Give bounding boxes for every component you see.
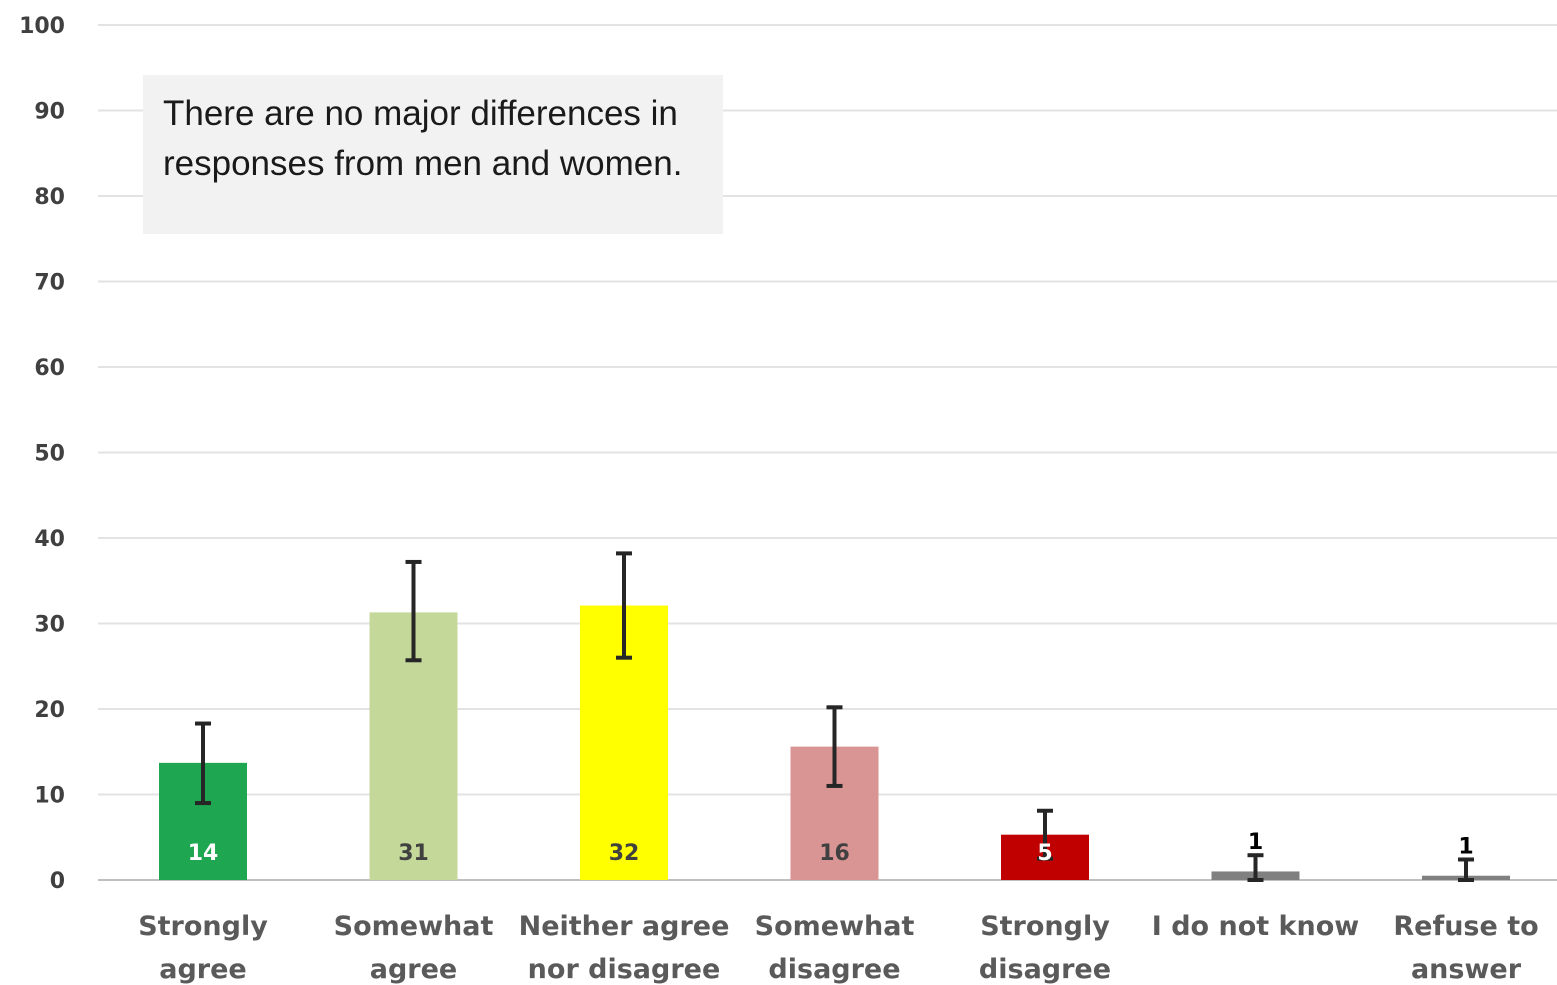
x-tick-label-line: I do not know bbox=[1152, 911, 1359, 942]
y-tick-label: 90 bbox=[34, 100, 65, 125]
x-tick-label-line: answer bbox=[1411, 954, 1522, 985]
data-label: 1 bbox=[1248, 830, 1263, 855]
x-tick-label: Somewhat agree bbox=[334, 911, 494, 985]
data-label: 5 bbox=[1037, 841, 1052, 866]
data-label: 32 bbox=[609, 841, 640, 866]
x-tick-label: Somewhat disagree bbox=[755, 911, 915, 985]
x-tick-label-line: nor disagree bbox=[528, 954, 721, 985]
x-tick-label-line: Strongly bbox=[138, 911, 268, 942]
data-label: 31 bbox=[398, 841, 429, 866]
y-tick-label: 0 bbox=[50, 869, 65, 894]
data-label: 14 bbox=[188, 841, 219, 866]
y-tick-label: 60 bbox=[34, 356, 65, 381]
x-tick-label-line: Neither agree bbox=[519, 911, 730, 942]
y-tick-label: 20 bbox=[34, 698, 65, 723]
y-tick-label: 70 bbox=[34, 271, 65, 296]
x-tick-label-line: agree bbox=[159, 954, 247, 985]
y-tick-label: 40 bbox=[34, 527, 65, 552]
x-tick-label: Strongly disagree bbox=[979, 911, 1111, 985]
x-tick-label: Neither agree nor disagree bbox=[519, 911, 730, 985]
x-tick-label-line: Strongly bbox=[980, 911, 1110, 942]
gridlines bbox=[98, 24, 1557, 881]
y-tick-label: 10 bbox=[34, 784, 65, 809]
x-axis: Strongly agree Somewhat agree Neither agree n… bbox=[138, 911, 1538, 985]
y-tick-label: 50 bbox=[34, 442, 65, 467]
y-tick-label: 80 bbox=[34, 185, 65, 210]
x-tick-label-line: agree bbox=[370, 954, 458, 985]
error-bars bbox=[195, 551, 1474, 882]
x-tick-label-line: disagree bbox=[768, 954, 900, 985]
y-tick-label: 30 bbox=[34, 613, 65, 638]
data-label: 16 bbox=[819, 841, 850, 866]
x-tick-label: Strongly agree bbox=[138, 911, 268, 985]
x-tick-label-line: disagree bbox=[979, 954, 1111, 985]
data-label: 1 bbox=[1458, 834, 1473, 859]
x-tick-label: I do not know bbox=[1152, 911, 1359, 942]
x-tick-label-line: Refuse to bbox=[1393, 911, 1538, 942]
y-axis: 0 10 20 30 40 50 60 70 80 90 100 bbox=[19, 14, 65, 894]
y-tick-label: 100 bbox=[19, 14, 65, 39]
x-tick-label-line: Somewhat bbox=[334, 911, 494, 942]
x-tick-label-line: Somewhat bbox=[755, 911, 915, 942]
data-labels: 14 31 32 16 5 1 1 bbox=[188, 830, 1474, 866]
x-tick-label: Refuse to answer bbox=[1393, 911, 1538, 985]
annotation-box: There are no major differences in respon… bbox=[143, 75, 723, 234]
